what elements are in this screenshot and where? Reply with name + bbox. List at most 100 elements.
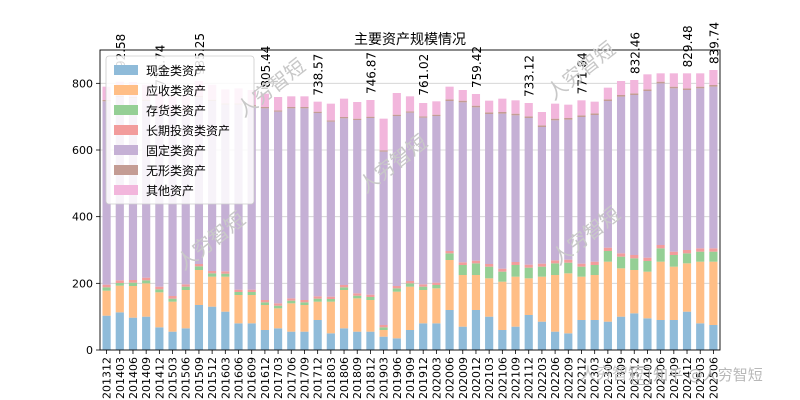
bar-segment-s5-202412 bbox=[682, 88, 692, 90]
bar-segment-s2-202506 bbox=[709, 251, 718, 262]
x-tick-label-201906: 201906 bbox=[391, 357, 404, 399]
bar-segment-s2-201903 bbox=[379, 327, 388, 330]
bar-stack-202012 bbox=[471, 94, 481, 350]
bar-segment-s0-202212 bbox=[577, 320, 586, 350]
x-tick-label-201406: 201406 bbox=[127, 357, 140, 399]
bar-segment-s0-202206 bbox=[551, 331, 560, 350]
bar-segment-s4-201712 bbox=[313, 113, 322, 297]
bar-segment-s3-202309 bbox=[616, 253, 626, 257]
bar-segment-s2-202303 bbox=[590, 265, 599, 275]
bar-segment-s1-202412 bbox=[682, 263, 692, 312]
bar-segment-s0-202403 bbox=[643, 318, 652, 350]
bar-segment-s0-201406 bbox=[128, 317, 138, 350]
bar-segment-s1-202112 bbox=[524, 278, 533, 315]
y-tick-label: 200 bbox=[72, 277, 93, 290]
bar-segment-s5-201706 bbox=[287, 107, 296, 109]
bar-segment-s1-201909 bbox=[405, 286, 415, 330]
bar-segment-s3-202009 bbox=[458, 262, 467, 265]
x-tick-label-202212: 202212 bbox=[575, 357, 588, 399]
bar-segment-s4-201912 bbox=[419, 117, 428, 285]
chart-title: 主要资产规模情况 bbox=[354, 32, 466, 48]
bar-segment-s2-201612 bbox=[260, 302, 269, 305]
x-tick-label-202406: 202406 bbox=[655, 357, 668, 399]
bar-segment-s0-201806 bbox=[339, 328, 349, 350]
bar-segment-s3-201606 bbox=[234, 289, 243, 292]
legend-swatch-5 bbox=[114, 165, 138, 175]
total-label-201912: 761.02 bbox=[417, 54, 431, 96]
bar-segment-s0-201603 bbox=[221, 311, 230, 350]
bar-segment-s3-201712 bbox=[313, 296, 322, 299]
bar-segment-s3-201812 bbox=[366, 294, 375, 297]
bar-segment-s0-202009 bbox=[458, 326, 467, 350]
x-tick-label-201806: 201806 bbox=[338, 357, 351, 399]
bar-segment-s5-201612 bbox=[260, 107, 269, 109]
bar-segment-s6-202403 bbox=[643, 74, 652, 90]
x-tick-label-201603: 201603 bbox=[219, 357, 232, 399]
bar-segment-s0-201703 bbox=[273, 328, 283, 350]
bar-segment-s3-202206 bbox=[551, 260, 560, 264]
bar-segment-s3-201806 bbox=[339, 285, 349, 288]
bar-segment-s2-202312 bbox=[630, 258, 639, 270]
bar-segment-s3-201903 bbox=[379, 325, 388, 328]
x-tick-label-202306: 202306 bbox=[602, 357, 615, 399]
bar-segment-s6-202203 bbox=[537, 112, 547, 126]
bar-segment-s4-202209 bbox=[564, 119, 573, 260]
x-tick-label-202109: 202109 bbox=[510, 357, 523, 399]
x-tick-label-201903: 201903 bbox=[378, 357, 391, 399]
bar-segment-s3-202406 bbox=[656, 245, 665, 249]
bar-segment-s0-202503 bbox=[696, 323, 705, 350]
total-label-202312: 832.46 bbox=[628, 32, 642, 74]
bar-segment-s4-202103 bbox=[485, 114, 494, 264]
bar-segment-s4-201612 bbox=[260, 108, 269, 300]
legend-swatch-2 bbox=[114, 105, 138, 115]
bar-segment-s2-202209 bbox=[564, 262, 573, 274]
bar-segment-s2-202403 bbox=[643, 261, 652, 272]
x-tick-label-201509: 201509 bbox=[193, 357, 206, 399]
x-tick-label-202209: 202209 bbox=[562, 357, 575, 399]
x-tick-label-202503: 202503 bbox=[694, 357, 707, 399]
bar-segment-s3-201809 bbox=[353, 293, 362, 296]
bar-stack-202306 bbox=[603, 87, 612, 350]
bar-stack-202003 bbox=[432, 101, 441, 350]
x-tick-label-201909: 201909 bbox=[404, 357, 417, 399]
bar-segment-s0-201903 bbox=[379, 336, 388, 350]
x-tick-label-202103: 202103 bbox=[483, 357, 496, 399]
y-tick-label: 400 bbox=[72, 211, 93, 224]
bar-segment-s5-202209 bbox=[564, 118, 573, 120]
bar-segment-s1-202503 bbox=[696, 261, 705, 324]
bar-segment-s2-202006 bbox=[445, 253, 454, 260]
bar-segment-s1-202106 bbox=[498, 281, 507, 330]
bar-segment-s0-202003 bbox=[432, 323, 441, 350]
bar-segment-s3-201403 bbox=[115, 280, 124, 283]
bar-segment-s3-201603 bbox=[221, 271, 230, 274]
bar-segment-s3-201512 bbox=[208, 271, 217, 274]
bar-segment-s6-201903 bbox=[379, 118, 388, 151]
bar-segment-s6-202409 bbox=[669, 73, 678, 87]
bar-segment-s3-201909 bbox=[405, 281, 415, 284]
bar-segment-s1-202309 bbox=[616, 268, 626, 317]
bar-segment-s4-202009 bbox=[458, 102, 467, 263]
bar-segment-s2-202012 bbox=[471, 263, 481, 275]
bar-stack-201803 bbox=[326, 103, 335, 350]
bar-segment-s4-201503 bbox=[168, 114, 177, 296]
bar-segment-s6-202112 bbox=[524, 103, 533, 117]
bar-segment-s1-202009 bbox=[458, 275, 467, 327]
bar-stack-202312 bbox=[630, 80, 639, 350]
x-tick-label-201409: 201409 bbox=[140, 357, 153, 399]
bar-segment-s4-202206 bbox=[551, 120, 560, 261]
x-tick-label-201512: 201512 bbox=[206, 357, 219, 399]
bar-segment-s1-202203 bbox=[537, 276, 547, 322]
x-tick-label-202012: 202012 bbox=[470, 357, 483, 399]
bar-segment-s2-201803 bbox=[326, 299, 335, 302]
x-tick-label-201403: 201403 bbox=[114, 357, 127, 399]
bar-stack-202406 bbox=[656, 73, 665, 350]
total-label-201612: 805.44 bbox=[259, 46, 273, 88]
bar-segment-s2-202103 bbox=[485, 266, 494, 279]
bar-segment-s2-201512 bbox=[208, 273, 217, 277]
bar-segment-s4-201806 bbox=[339, 118, 349, 285]
bar-segment-s0-202309 bbox=[616, 316, 626, 350]
bar-segment-s0-201906 bbox=[392, 338, 401, 350]
bar-segment-s6-202312 bbox=[630, 80, 639, 94]
bar-stack-202403 bbox=[643, 74, 652, 350]
